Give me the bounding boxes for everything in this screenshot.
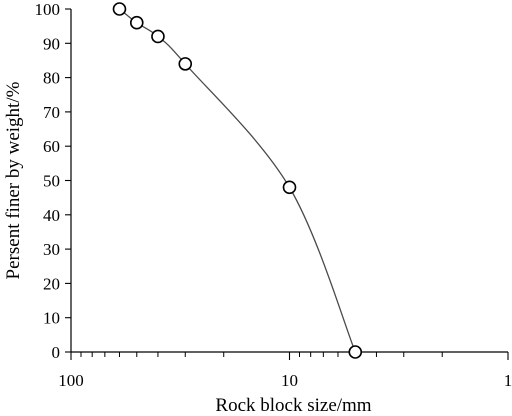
- data-point: [112, 2, 127, 16]
- y-tick-label: 60: [43, 137, 60, 156]
- y-tick-label: 30: [43, 240, 60, 259]
- data-point: [178, 57, 193, 71]
- data-point: [348, 345, 363, 359]
- y-axis: 0 10 20 30 40 50 60 70 80 90 100: [35, 0, 72, 362]
- data-point: [282, 180, 297, 195]
- y-tick-label: 100: [35, 0, 61, 19]
- data-markers: [112, 2, 363, 359]
- x-axis-title: Rock block size/mm: [215, 395, 371, 416]
- x-ticks: 100 10 1: [58, 352, 512, 390]
- y-tick-label: 40: [43, 206, 60, 225]
- y-tick-label: 80: [43, 69, 60, 88]
- x-tick-label: 10: [281, 371, 298, 390]
- y-tick-label: 20: [43, 274, 60, 293]
- x-tick-label: 100: [58, 371, 84, 390]
- data-point: [151, 29, 165, 44]
- x-tick-label: 1: [504, 371, 512, 390]
- y-tick-label: 70: [43, 103, 60, 122]
- series-curve: [119, 8, 356, 353]
- y-tick-label: 90: [43, 34, 60, 53]
- y-tick-label: 10: [43, 309, 60, 328]
- data-point: [129, 15, 144, 30]
- y-axis-title: Persent finer by weight/%: [3, 81, 24, 279]
- x-axis: 100 10 1: [58, 351, 512, 390]
- y-tick-label: 0: [52, 343, 61, 362]
- y-ticks: 0 10 20 30 40 50 60 70 80 90 100: [35, 0, 71, 362]
- y-tick-label: 50: [43, 172, 60, 191]
